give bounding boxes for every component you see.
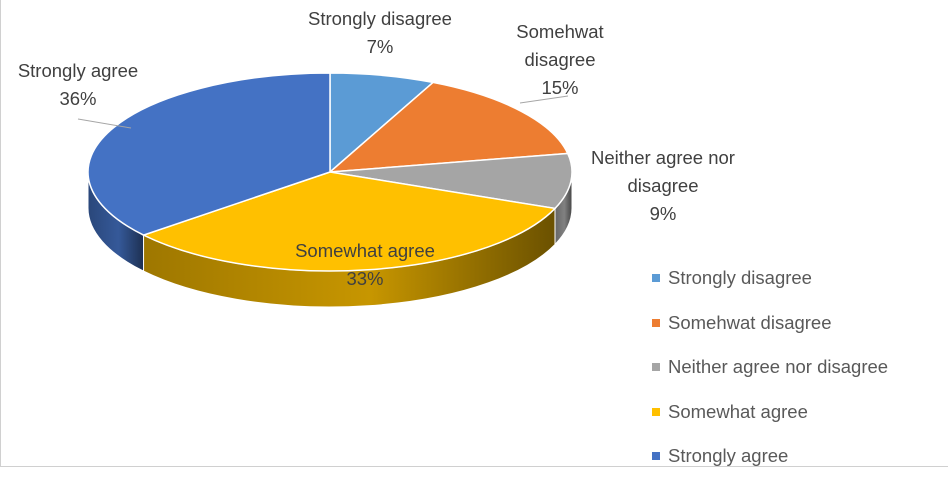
data-label: Neither agree nor disagree 9%	[591, 147, 735, 224]
data-label-line: disagree	[525, 49, 596, 70]
legend-item-somewhat-agree: Somewhat agree	[652, 390, 888, 435]
data-label-line: 36%	[59, 88, 96, 109]
chart-legend: Strongly disagree Somehwat disagree Neit…	[652, 256, 888, 479]
legend-label: Strongly agree	[668, 445, 789, 467]
data-label: Somehwat disagree 15%	[516, 21, 603, 98]
data-label-line: Somewhat agree	[295, 240, 435, 261]
data-label-line: 15%	[541, 77, 578, 98]
data-label-line: 9%	[650, 203, 677, 224]
legend-label: Neither agree nor disagree	[668, 356, 889, 378]
data-label: Strongly disagree 7%	[308, 8, 452, 57]
legend-item-strongly-agree: Strongly agree	[652, 434, 888, 479]
data-label: Strongly agree 36%	[18, 60, 138, 109]
chart-border-left	[0, 0, 1, 467]
data-label-line: 7%	[367, 36, 394, 57]
data-label-line: Strongly agree	[18, 60, 138, 81]
legend-label: Somehwat disagree	[668, 311, 832, 333]
data-label-line: Neither agree nor	[591, 147, 735, 168]
pie-slice	[327, 81, 569, 173]
legend-swatch	[652, 407, 660, 416]
legend-item-strongly-disagree: Strongly disagree	[652, 256, 888, 301]
legend-label: Somewhat agree	[668, 400, 808, 422]
legend-swatch	[652, 274, 660, 283]
legend-swatch	[652, 452, 660, 461]
pie-plot-area: Strongly disagree 7% Somehwat disagree 15% Ne…	[18, 8, 735, 308]
pie-slice	[141, 171, 557, 272]
legend-label: Strongly disagree	[668, 267, 812, 289]
data-label-line: Somehwat	[516, 21, 603, 42]
pie-slice	[87, 72, 331, 236]
data-label: Somewhat agree 33%	[295, 240, 435, 289]
pie-chart: Strongly disagree 7% Somehwat disagree 15% Ne…	[0, 0, 948, 467]
legend-swatch	[652, 363, 660, 372]
legend-item-somehwat-disagree: Somehwat disagree	[652, 301, 888, 346]
pie-slice	[329, 152, 573, 210]
data-label-line: Strongly disagree	[308, 8, 452, 29]
legend-item-neither: Neither agree nor disagree	[652, 345, 888, 390]
pie-slice	[329, 72, 435, 174]
data-label-line: disagree	[628, 175, 699, 196]
data-label-line: 33%	[346, 268, 383, 289]
label-leader-line	[519, 95, 569, 104]
legend-swatch	[652, 318, 660, 327]
label-leader-line	[77, 118, 132, 129]
